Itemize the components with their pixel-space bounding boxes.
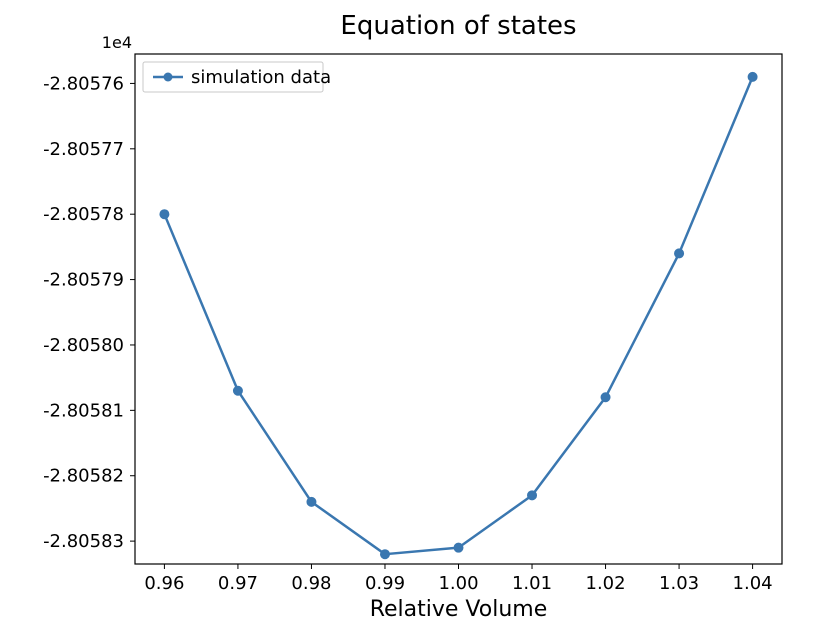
x-tick-label: 1.03 xyxy=(659,573,699,594)
series-marker xyxy=(160,210,169,219)
x-tick-label: 0.99 xyxy=(365,573,405,594)
legend-marker-icon xyxy=(164,73,173,82)
y-tick-label: -2.80576 xyxy=(43,73,124,94)
x-tick-label: 0.96 xyxy=(144,573,184,594)
series-marker xyxy=(307,497,316,506)
y-tick-label: -2.80582 xyxy=(43,466,124,487)
x-tick-label: 0.97 xyxy=(218,573,258,594)
y-scale-label: 1e4 xyxy=(102,33,132,52)
series-marker xyxy=(454,543,463,552)
series-marker xyxy=(380,550,389,559)
x-tick-label: 1.01 xyxy=(512,573,552,594)
x-tick-label: 1.04 xyxy=(733,573,773,594)
x-tick-label: 0.98 xyxy=(291,573,331,594)
legend-label: simulation data xyxy=(191,67,331,88)
chart-title: Equation of states xyxy=(340,11,576,41)
series-marker xyxy=(528,491,537,500)
x-tick-label: 1.02 xyxy=(586,573,626,594)
y-tick-label: -2.80580 xyxy=(43,335,124,356)
x-axis-label: Relative Volume xyxy=(370,597,548,622)
x-tick-label: 1.00 xyxy=(438,573,478,594)
equation-of-states-chart: 0.96 0.97 0.98 0.99 1.00 1.01 1.02 1.03 1.04 -2.8… xyxy=(0,0,840,640)
series-marker xyxy=(748,72,757,81)
y-tick-label: -2.80581 xyxy=(43,400,124,421)
y-tick-label: -2.80579 xyxy=(43,270,124,291)
series-marker xyxy=(601,393,610,402)
y-tick-label: -2.80577 xyxy=(43,139,124,160)
chart-container: 0.96 0.97 0.98 0.99 1.00 1.01 1.02 1.03 1.04 -2.8… xyxy=(0,0,840,640)
series-marker xyxy=(233,386,242,395)
series-marker xyxy=(675,249,684,258)
y-tick-label: -2.80583 xyxy=(43,531,124,552)
plot-area xyxy=(135,54,782,564)
y-tick-label: -2.80578 xyxy=(43,204,124,225)
